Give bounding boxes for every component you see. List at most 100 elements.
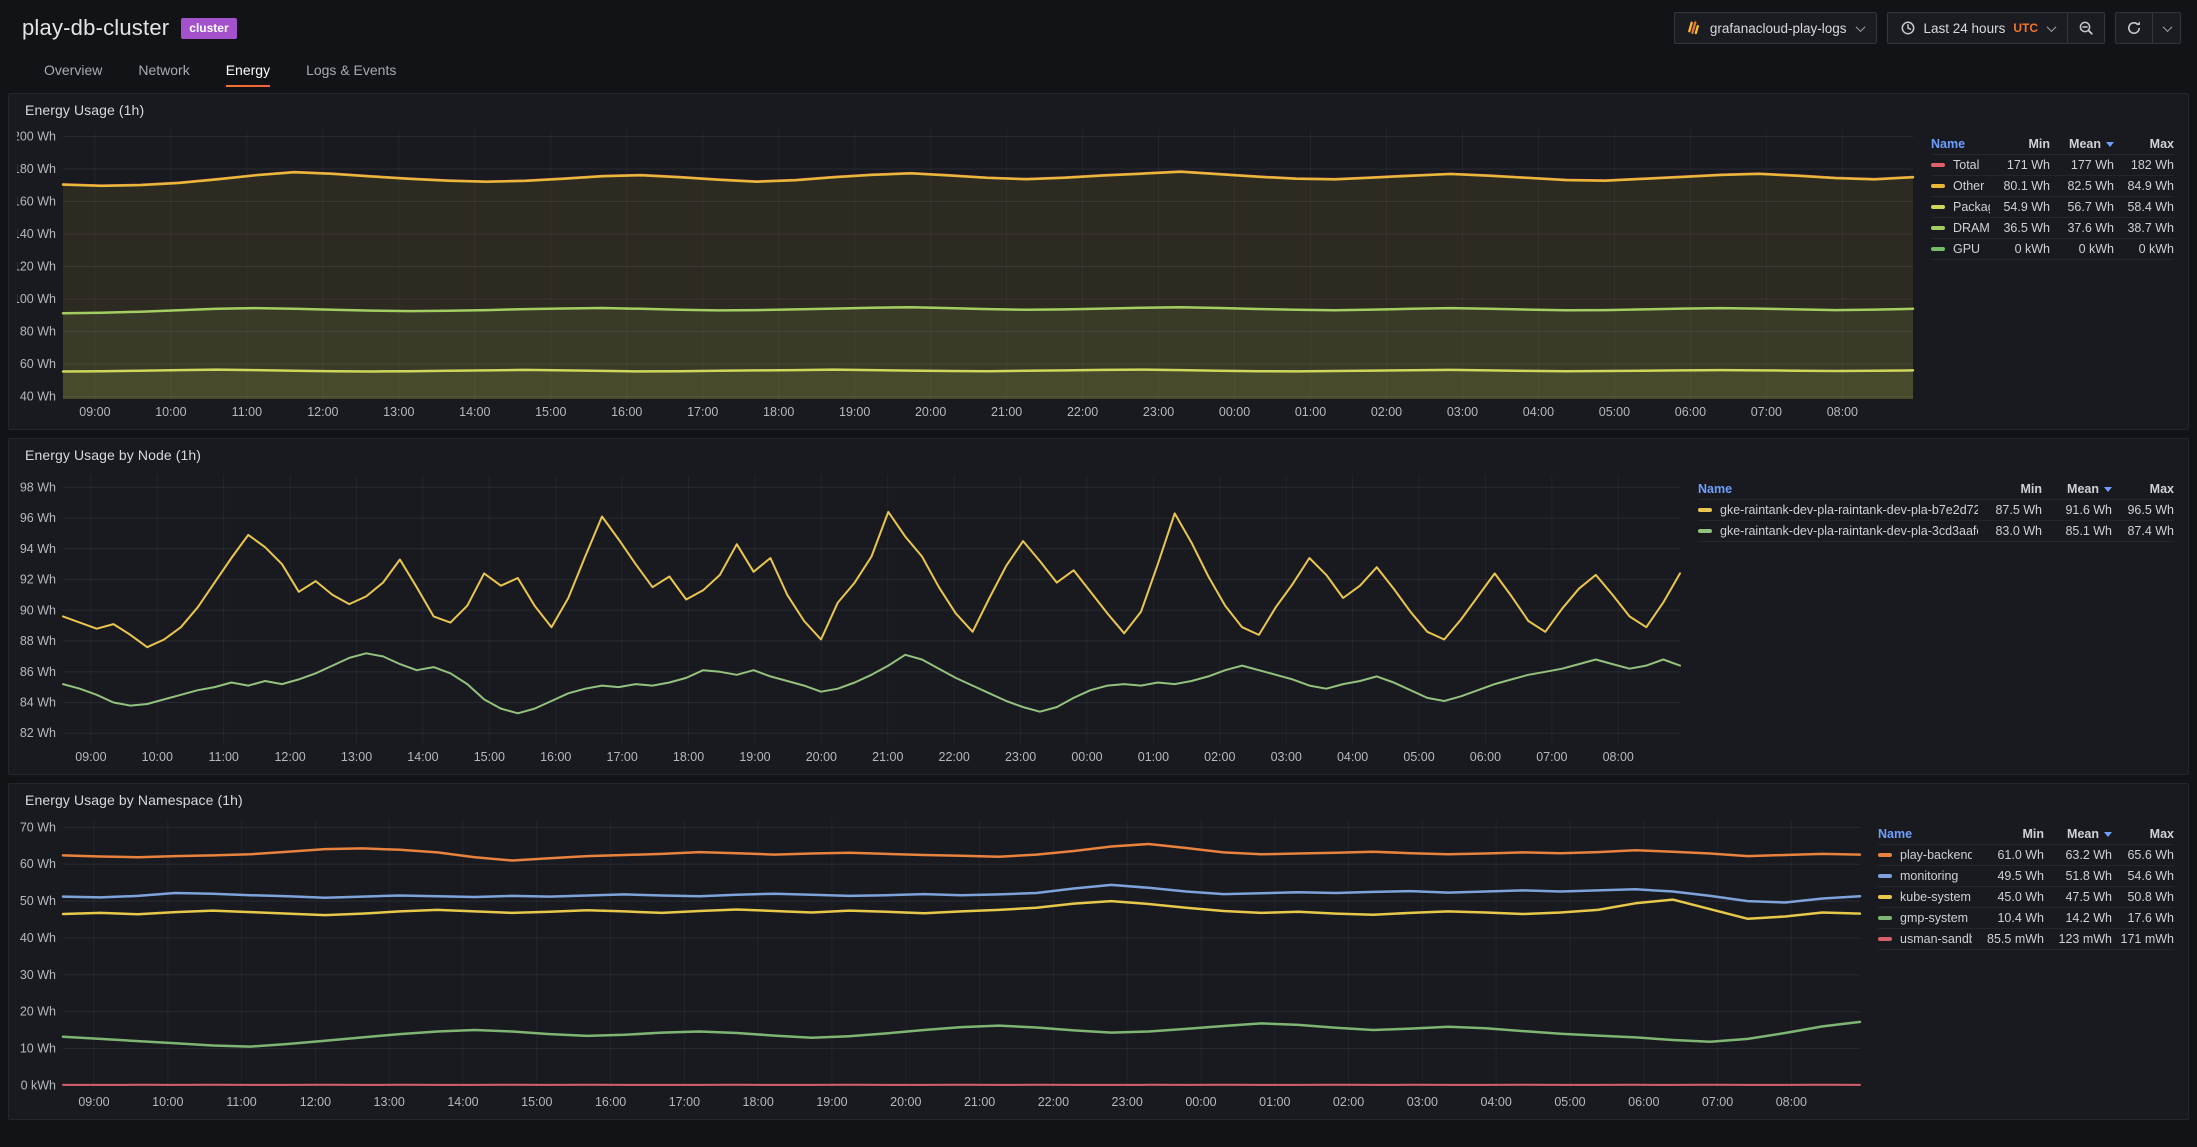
series-fill-Package	[63, 369, 1913, 399]
legend-row-Other[interactable]: Other 80.1 Wh 82.5 Wh 84.9 Wh	[1931, 176, 2174, 197]
series-color-swatch	[1878, 937, 1892, 941]
x-axis-tick-label: 02:00	[1371, 405, 1402, 419]
tab-logs-events[interactable]: Logs & Events	[306, 62, 397, 78]
legend-row-monitoring[interactable]: monitoring 49.5 Wh 51.8 Wh 54.6 Wh	[1878, 866, 2174, 887]
legend-row-gke-raintank-dev-pla-raintank-dev-pla-b7e2d722-f2xt[interactable]: gke-raintank-dev-pla-raintank-dev-pla-b7…	[1698, 500, 2174, 521]
series-mean-value: 63.2 Wh	[2065, 848, 2112, 862]
series-min-value: 0 kWh	[2014, 242, 2050, 256]
timeseries-chart[interactable]: 09:00 10:00 11:00 12:00 13:00 14:00 15:00 16:00…	[17, 814, 1866, 1113]
refresh-interval-dropdown[interactable]	[2153, 12, 2181, 44]
series-name: DRAM	[1953, 221, 1990, 235]
series-color-swatch	[1931, 184, 1945, 188]
series-max-value: 65.6 Wh	[2127, 848, 2174, 862]
x-axis-tick-label: 08:00	[1827, 405, 1858, 419]
x-axis-tick-label: 20:00	[890, 1095, 921, 1109]
legend-row-play-backends[interactable]: play-backends 61.0 Wh 63.2 Wh 65.6 Wh	[1878, 845, 2174, 866]
datasource-picker[interactable]: grafanacloud-play-logs	[1673, 12, 1877, 44]
zoom-out-button[interactable]	[2068, 12, 2105, 44]
legend-column-mean[interactable]: Mean	[2050, 137, 2114, 151]
legend-column-max[interactable]: Max	[2149, 137, 2174, 151]
panel-title[interactable]: Energy Usage by Namespace (1h)	[25, 792, 243, 808]
series-color-swatch	[1878, 853, 1892, 857]
series-mean-value: 51.8 Wh	[2065, 869, 2112, 883]
legend-row-Package[interactable]: Package 54.9 Wh 56.7 Wh 58.4 Wh	[1931, 197, 2174, 218]
legend-row-GPU[interactable]: GPU 0 kWh 0 kWh 0 kWh	[1931, 239, 2174, 260]
panel-title[interactable]: Energy Usage (1h)	[25, 102, 145, 118]
y-axis-tick-label: 40 Wh	[20, 390, 56, 404]
clock-icon	[1900, 20, 1916, 36]
series-max-value: 171 mWh	[2120, 932, 2175, 946]
y-axis-tick-label: 140 Wh	[17, 227, 56, 241]
timeseries-chart[interactable]: 09:00 10:00 11:00 12:00 13:00 14:00 15:00 16:00…	[17, 124, 1919, 423]
refresh-button[interactable]	[2115, 12, 2153, 44]
series-name: play-backends	[1900, 848, 1972, 862]
y-axis-tick-label: 60 Wh	[20, 857, 56, 871]
y-axis-tick-label: 92 Wh	[20, 573, 56, 587]
x-axis-tick-label: 16:00	[540, 750, 571, 764]
series-mean-value: 47.5 Wh	[2065, 890, 2112, 904]
legend-column-mean[interactable]: Mean	[2044, 827, 2112, 841]
timeseries-chart[interactable]: 09:00 10:00 11:00 12:00 13:00 14:00 15:00 16:00…	[17, 469, 1686, 768]
x-axis-tick-label: 08:00	[1776, 1095, 1807, 1109]
x-axis-tick-label: 10:00	[152, 1095, 183, 1109]
x-axis-tick-label: 11:00	[232, 405, 262, 419]
dashboard-tabs: Overview Network Energy Logs & Events	[22, 44, 2181, 87]
x-axis-tick-label: 10:00	[155, 405, 186, 419]
series-fill-DRAM	[63, 307, 1913, 399]
x-axis-tick-label: 18:00	[673, 750, 704, 764]
legend-column-name[interactable]: Name	[1698, 482, 1733, 496]
x-axis-tick-label: 05:00	[1403, 750, 1434, 764]
series-min-value: 171 Wh	[2006, 158, 2050, 172]
x-axis-tick-label: 04:00	[1523, 405, 1554, 419]
panel-title[interactable]: Energy Usage by Node (1h)	[25, 447, 202, 463]
legend-row-kube-system[interactable]: kube-system 45.0 Wh 47.5 Wh 50.8 Wh	[1878, 887, 2174, 908]
series-name: gke-raintank-dev-pla-raintank-dev-pla-b7…	[1720, 503, 1978, 517]
tab-energy[interactable]: Energy	[225, 62, 271, 87]
y-axis-tick-label: 96 Wh	[20, 511, 56, 525]
series-min-value: 80.1 Wh	[2003, 179, 2050, 193]
legend-row-gmp-system[interactable]: gmp-system 10.4 Wh 14.2 Wh 17.6 Wh	[1878, 908, 2174, 929]
legend-row-DRAM[interactable]: DRAM 36.5 Wh 37.6 Wh 38.7 Wh	[1931, 218, 2174, 239]
x-axis-tick-label: 09:00	[79, 405, 110, 419]
x-axis-tick-label: 19:00	[816, 1095, 847, 1109]
x-axis-tick-label: 20:00	[915, 405, 946, 419]
y-axis-tick-label: 100 Wh	[17, 292, 56, 306]
y-axis-tick-label: 70 Wh	[20, 820, 56, 834]
dashboard-header: play-db-cluster cluster grafanacloud-pla…	[0, 0, 2197, 87]
legend-column-max[interactable]: Max	[2149, 482, 2174, 496]
x-axis-tick-label: 17:00	[687, 405, 718, 419]
legend-column-min[interactable]: Min	[2020, 482, 2042, 496]
legend-column-min[interactable]: Min	[2022, 827, 2044, 841]
legend-column-mean[interactable]: Mean	[2042, 482, 2112, 496]
x-axis-tick-label: 12:00	[274, 750, 305, 764]
tab-overview[interactable]: Overview	[44, 62, 103, 78]
datasource-label: grafanacloud-play-logs	[1709, 20, 1847, 36]
y-axis-tick-label: 86 Wh	[20, 665, 56, 679]
series-min-value: 83.0 Wh	[1995, 524, 2042, 538]
legend-row-usman-sandbox[interactable]: usman-sandbox 85.5 mWh 123 mWh 171 mWh	[1878, 929, 2174, 950]
legend-column-max[interactable]: Max	[2149, 827, 2174, 841]
y-axis-tick-label: 84 Wh	[20, 695, 56, 709]
x-axis-tick-label: 09:00	[75, 750, 106, 764]
chevron-down-icon	[2162, 21, 2173, 32]
series-fill-Other	[63, 171, 1913, 399]
legend-column-name[interactable]: Name	[1878, 827, 1913, 841]
series-name: Package	[1953, 200, 1990, 214]
legend-column-min[interactable]: Min	[2028, 137, 2050, 151]
tab-network[interactable]: Network	[138, 62, 190, 78]
x-axis-tick-label: 15:00	[521, 1095, 552, 1109]
legend-row-gke-raintank-dev-pla-raintank-dev-pla-3cd3aafc-2sl4[interactable]: gke-raintank-dev-pla-raintank-dev-pla-3c…	[1698, 521, 2174, 542]
time-range-picker[interactable]: Last 24 hours UTC	[1886, 12, 2068, 44]
chevron-down-icon	[1855, 21, 1865, 32]
timezone-label: UTC	[2013, 21, 2038, 35]
series-name: monitoring	[1900, 869, 1959, 883]
series-mean-value: 0 kWh	[2078, 242, 2114, 256]
legend-row-Total[interactable]: Total 171 Wh 177 Wh 182 Wh	[1931, 155, 2174, 176]
series-color-swatch	[1698, 508, 1712, 512]
x-axis-tick-label: 14:00	[407, 750, 438, 764]
y-axis-tick-label: 82 Wh	[20, 726, 56, 740]
legend-column-name[interactable]: Name	[1931, 137, 1966, 151]
x-axis-tick-label: 03:00	[1407, 1095, 1438, 1109]
x-axis-tick-label: 22:00	[939, 750, 970, 764]
